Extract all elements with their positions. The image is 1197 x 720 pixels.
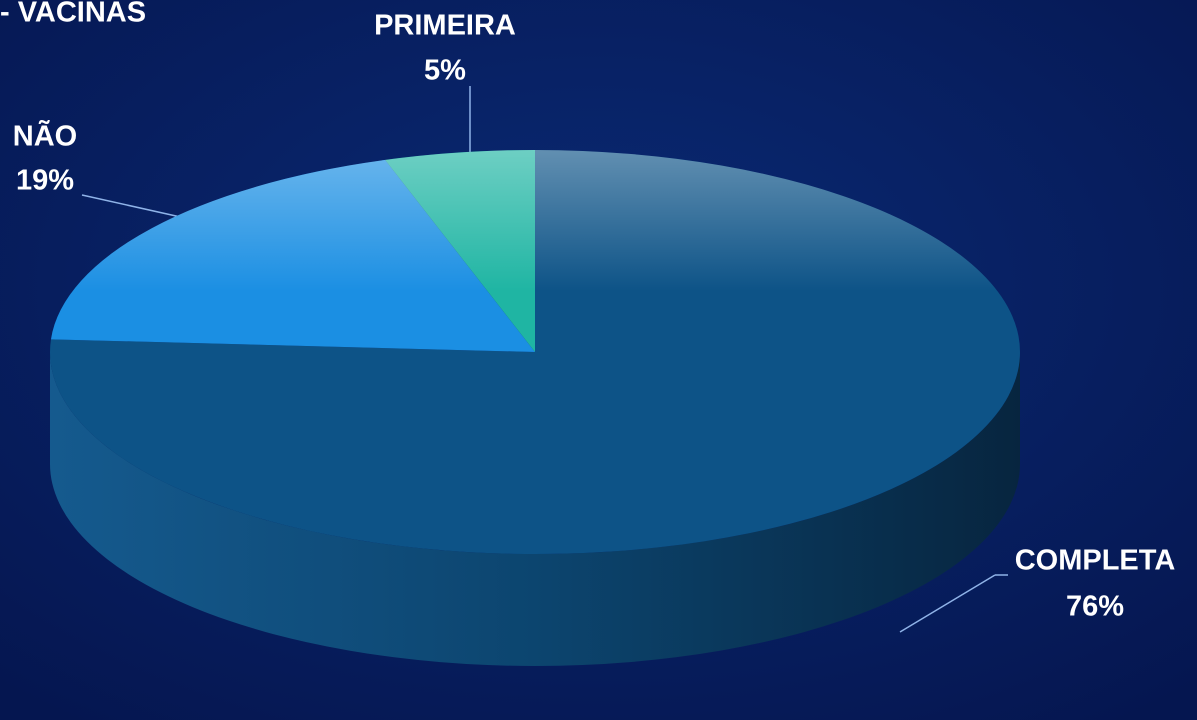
data-label-name: NÃO	[13, 119, 77, 153]
leader-line	[899, 574, 996, 633]
chart-title: - VACINAS	[0, 0, 146, 29]
data-label-name: PRIMEIRA	[374, 10, 516, 42]
data-label-value: 19%	[16, 165, 74, 197]
data-label-value: 5%	[424, 55, 466, 87]
data-label-name: COMPLETA	[1015, 545, 1176, 577]
slice-side	[50, 352, 1020, 666]
data-label-value: 76%	[1066, 591, 1124, 623]
